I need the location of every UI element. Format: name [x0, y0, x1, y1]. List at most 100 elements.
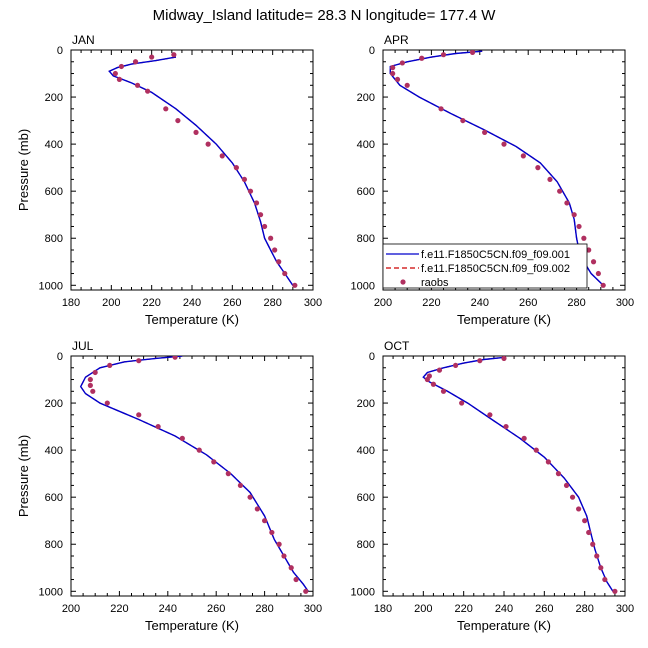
y-tick-label: 400: [357, 445, 375, 457]
x-axis-label: Temperature (K): [457, 312, 551, 327]
legend-label: f.e11.F1850C5CN.f09_f09.002: [421, 263, 570, 275]
raobs-point: [501, 141, 507, 147]
raobs-point: [547, 176, 553, 183]
legend-label: raobs: [421, 277, 449, 289]
x-tick-label: 200: [374, 297, 392, 309]
y-tick-label: 400: [45, 445, 63, 457]
raobs-point: [272, 247, 278, 253]
series-line-001: [108, 56, 294, 286]
raobs-point: [87, 376, 93, 383]
raobs-point: [487, 412, 493, 418]
raobs-point: [136, 358, 142, 364]
raobs-point: [253, 200, 260, 206]
raobs-point: [419, 55, 425, 61]
raobs-point: [569, 494, 576, 500]
legend-marker-raobs: [400, 279, 406, 285]
x-tick-label: 300: [304, 297, 322, 309]
raobs-point: [598, 565, 604, 571]
x-tick-label: 200: [414, 603, 432, 615]
raobs-point: [257, 212, 264, 218]
x-tick-label: 220: [142, 297, 160, 309]
plot-area: [422, 356, 618, 594]
x-tick-label: 260: [535, 603, 553, 615]
x-axis-label: Temperature (K): [145, 618, 239, 633]
raobs-point: [612, 588, 618, 594]
x-tick-label: 220: [110, 603, 128, 615]
y-tick-label: 200: [45, 92, 63, 104]
raobs-point: [582, 518, 588, 524]
legend-label: f.e11.F1850C5CN.f09_f09.001: [421, 249, 570, 261]
raobs-point: [134, 82, 141, 88]
raobs-point: [595, 270, 601, 277]
raobs-point: [399, 60, 405, 66]
raobs-point: [482, 129, 488, 135]
raobs-point: [112, 70, 118, 77]
x-tick-label: 300: [616, 603, 634, 615]
legend-box: [382, 243, 588, 289]
series-line-001: [422, 356, 614, 592]
x-tick-label: 260: [207, 603, 225, 615]
raobs-point: [149, 54, 155, 60]
raobs-point: [211, 459, 217, 465]
y-tick-label: 0: [369, 45, 375, 57]
y-tick-label: 0: [369, 351, 375, 363]
figure-title: Midway_Island latitude= 28.3 N longitude…: [152, 7, 496, 24]
x-tick-label: 280: [255, 603, 273, 615]
plot-area: [108, 52, 298, 288]
raobs-point: [394, 76, 401, 83]
series-line-002: [108, 56, 294, 286]
panel-label: OCT: [384, 339, 410, 353]
x-tick-label: 280: [575, 603, 593, 615]
panel-apr: 200 220 240 260 280 300 0 200 400 600 800 1000 APR Te…: [351, 33, 635, 327]
raobs-point: [118, 63, 125, 70]
raobs-point: [262, 518, 268, 524]
y-tick-label: 600: [45, 186, 63, 198]
raobs-point: [219, 153, 225, 159]
raobs-point: [555, 471, 562, 477]
raobs-point: [535, 165, 541, 171]
y-tick-label: 800: [357, 233, 375, 245]
raobs-point: [594, 553, 600, 559]
legend: f.e11.F1850C5CN.f09_f09.001 f.e11.F1850C5…: [382, 243, 588, 289]
panel-label: JUL: [72, 339, 94, 353]
raobs-point: [390, 65, 396, 71]
raobs-point: [107, 362, 113, 369]
raobs-point: [521, 435, 527, 441]
raobs-point: [590, 541, 596, 547]
raobs-point: [460, 117, 466, 124]
raobs-point: [132, 59, 139, 65]
y-tick-label: 0: [57, 351, 63, 363]
raobs-point: [571, 212, 577, 218]
raobs-point: [276, 541, 282, 547]
raobs-point: [503, 423, 509, 430]
y-tick-label: 0: [57, 45, 63, 57]
plot-frame: [70, 49, 314, 291]
raobs-point: [436, 367, 443, 373]
raobs-point: [237, 482, 243, 489]
raobs-point: [196, 447, 202, 453]
x-tick-label: 260: [223, 297, 241, 309]
raobs-point: [171, 52, 177, 58]
raobs-point: [179, 435, 185, 441]
raobs-point: [586, 247, 592, 253]
y-tick-label: 800: [45, 233, 63, 245]
x-tick-label: 220: [454, 603, 472, 615]
x-tick-label: 200: [102, 297, 120, 309]
raobs-point: [576, 506, 582, 512]
raobs-point: [459, 400, 465, 406]
raobs-point: [293, 576, 299, 583]
raobs-point: [303, 588, 309, 594]
raobs-point: [269, 529, 275, 536]
series-line-002: [80, 356, 309, 592]
series-line-001: [79, 356, 309, 592]
raobs-point: [390, 70, 396, 77]
y-tick-label: 1000: [39, 586, 63, 598]
x-tick-label: 180: [62, 297, 80, 309]
raobs-point: [590, 259, 597, 265]
x-tick-label: 200: [62, 603, 80, 615]
raobs-point: [254, 506, 260, 512]
series-line-002: [422, 356, 614, 592]
x-axis-label: Temperature (K): [145, 312, 239, 327]
x-tick-label: 240: [471, 297, 489, 309]
raobs-point: [90, 388, 96, 394]
